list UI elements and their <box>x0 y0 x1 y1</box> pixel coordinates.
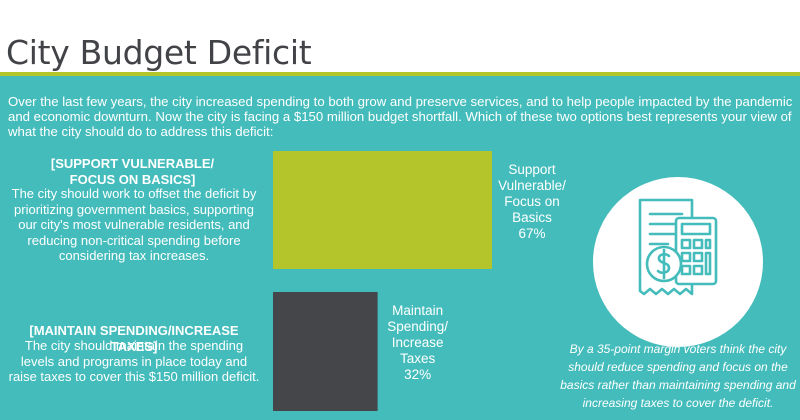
margin-note: By a 35-point margin voters think the ci… <box>560 342 796 410</box>
bar-label-2: Maintain Spending/Increase Taxes 32% <box>387 303 448 382</box>
bar-label-1: Support Vulnerable/Focus on Basics 67% <box>498 162 566 241</box>
header: City Budget Deficit <box>0 0 800 74</box>
option-maintain-heading: [MAINTAIN SPENDING/INCREASE TAXES] <box>29 323 239 354</box>
bar-label-1-line-3: Focus on <box>504 194 560 209</box>
option-maintain-body: The city should maintain the spending le… <box>8 338 260 384</box>
budget-receipt-calculator-icon <box>638 198 718 296</box>
bar-label-2-line-5: 32% <box>404 367 431 382</box>
option-support-heading-line1: [SUPPORT VULNERABLE/ <box>50 156 215 171</box>
option-support-heading-line2: FOCUS ON BASICS] <box>69 172 196 187</box>
bar-label-2-line-4: Taxes <box>400 351 436 366</box>
bar-2 <box>273 292 378 411</box>
bar-label-2-line-2: Spending/ <box>387 319 448 334</box>
bar-label-2-line-1: Maintain <box>392 303 443 318</box>
bar-label-1-line-5: 67% <box>518 226 545 241</box>
bar-label-2-line-3: Increase <box>392 335 444 350</box>
bar-label-1-line-1: Support <box>508 162 556 177</box>
bar-1 <box>273 151 492 269</box>
intro-text: Over the last few years, the city increa… <box>8 94 793 139</box>
option-support-heading: [SUPPORT VULNERABLE/ FOCUS ON BASICS] <box>30 156 235 188</box>
option-support-body: The city should work to offset the defic… <box>11 186 257 263</box>
bar-label-1-line-2: Vulnerable/ <box>498 178 566 193</box>
accent-line <box>0 72 800 76</box>
bar-label-1-line-4: Basics <box>512 210 552 225</box>
page-title: City Budget Deficit <box>6 33 312 72</box>
